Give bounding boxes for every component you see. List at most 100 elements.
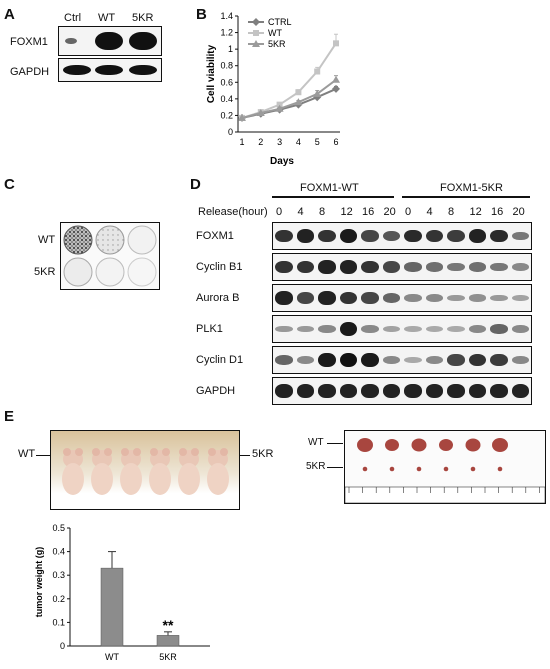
band bbox=[404, 294, 422, 302]
band bbox=[511, 356, 529, 364]
band bbox=[468, 325, 486, 333]
blot-row-label: Aurora B bbox=[196, 292, 240, 304]
band bbox=[468, 384, 486, 398]
panel-b-x-axis-label: Days bbox=[270, 156, 294, 167]
x-tick-label: 5 bbox=[315, 137, 320, 147]
data-point-wt bbox=[276, 101, 283, 108]
band bbox=[318, 384, 336, 398]
y-tick-label: 0.4 bbox=[220, 94, 233, 104]
band bbox=[404, 229, 422, 243]
panel-a-row-gapdh: GAPDH bbox=[10, 66, 50, 78]
mice-label-5kr: 5KR bbox=[252, 448, 274, 460]
mouse-ear bbox=[63, 448, 71, 456]
band bbox=[339, 229, 357, 243]
panel-e-bar-chart: 0 0.1 0.2 0.3 0.4 0.5 WT 5KR ** tumor weight (g… bbox=[34, 523, 210, 662]
tumor-label-wt: WT bbox=[308, 437, 324, 448]
panel-d-group-line-5kr bbox=[402, 196, 530, 198]
band bbox=[361, 325, 379, 333]
mouse-ear bbox=[121, 448, 129, 456]
band bbox=[339, 291, 357, 305]
x-tick-label: 3 bbox=[277, 137, 282, 147]
blot-strip bbox=[272, 377, 532, 405]
band bbox=[404, 262, 422, 272]
band bbox=[318, 353, 336, 367]
band bbox=[318, 260, 336, 274]
panel-letter-c: C bbox=[4, 176, 15, 193]
band bbox=[425, 294, 443, 302]
band bbox=[95, 32, 123, 50]
legend-label-wt: WT bbox=[268, 28, 282, 38]
band bbox=[511, 294, 529, 302]
legend-label-5kr: 5KR bbox=[268, 39, 286, 49]
panel-d-group-wt: FOXM1-WT bbox=[300, 182, 359, 194]
mouse-ear bbox=[208, 448, 216, 456]
colony-well bbox=[95, 225, 125, 255]
band bbox=[361, 260, 379, 274]
band bbox=[468, 353, 486, 367]
band bbox=[447, 294, 465, 302]
arrow-line bbox=[232, 455, 250, 456]
band bbox=[447, 384, 465, 398]
mouse-ear bbox=[75, 448, 83, 456]
band bbox=[95, 65, 123, 75]
mouse-body bbox=[207, 463, 229, 495]
blot-strip bbox=[272, 253, 532, 281]
y-tick-label: 1.2 bbox=[220, 28, 233, 38]
tumor-5kr bbox=[497, 466, 503, 472]
band bbox=[382, 325, 400, 333]
x-tick-label: WT bbox=[105, 652, 119, 662]
panel-letter-d: D bbox=[190, 176, 201, 193]
mouse-ear bbox=[92, 448, 100, 456]
panel-letter-a: A bbox=[4, 6, 15, 23]
colony-well bbox=[63, 225, 93, 255]
x-tick-label: 5KR bbox=[159, 652, 177, 662]
data-point-wt bbox=[314, 68, 321, 75]
timepoint-label: 20 bbox=[383, 206, 396, 218]
band bbox=[425, 384, 443, 398]
mice-label-wt: WT bbox=[18, 448, 36, 460]
tumor-photo bbox=[344, 430, 546, 504]
y-tick-label: 0.2 bbox=[52, 594, 65, 604]
band bbox=[318, 229, 336, 243]
tumor-wt bbox=[465, 438, 481, 452]
panel-d-group-line-wt bbox=[272, 196, 394, 198]
timepoint-label: 0 bbox=[405, 206, 412, 218]
band bbox=[511, 384, 529, 398]
band bbox=[339, 353, 357, 367]
panel-b-y-axis-label: Cell viability bbox=[206, 44, 217, 103]
tumor-5kr bbox=[443, 466, 449, 472]
band bbox=[490, 262, 508, 272]
band bbox=[490, 229, 508, 243]
mouse-ear bbox=[133, 448, 141, 456]
band bbox=[382, 230, 400, 242]
y-tick-label: 1.4 bbox=[220, 11, 233, 21]
mouse-ear bbox=[179, 448, 187, 456]
band bbox=[63, 65, 91, 75]
band bbox=[425, 229, 443, 243]
mouse-body bbox=[149, 463, 171, 495]
blot-strip bbox=[272, 346, 532, 374]
timepoint-label: 16 bbox=[491, 206, 504, 218]
band bbox=[339, 384, 357, 398]
timepoint-label: 8 bbox=[448, 206, 455, 218]
tumor-5kr bbox=[362, 466, 368, 472]
panel-c-colony-plate bbox=[60, 222, 160, 290]
mouse-ear bbox=[162, 448, 170, 456]
y-tick-label: 0 bbox=[228, 127, 233, 137]
ruler bbox=[345, 486, 545, 503]
band bbox=[296, 325, 314, 333]
band bbox=[425, 356, 443, 364]
band bbox=[404, 384, 422, 398]
band bbox=[511, 325, 529, 333]
band bbox=[404, 326, 422, 332]
band bbox=[339, 322, 357, 336]
band bbox=[425, 326, 443, 332]
mice-photo bbox=[50, 430, 240, 510]
data-point-5kr bbox=[238, 113, 246, 121]
y-tick-label: 0.3 bbox=[52, 570, 65, 580]
data-point-wt bbox=[333, 40, 339, 47]
band bbox=[296, 384, 314, 398]
arrow-line bbox=[36, 455, 56, 456]
band bbox=[468, 262, 486, 272]
band bbox=[447, 326, 465, 332]
